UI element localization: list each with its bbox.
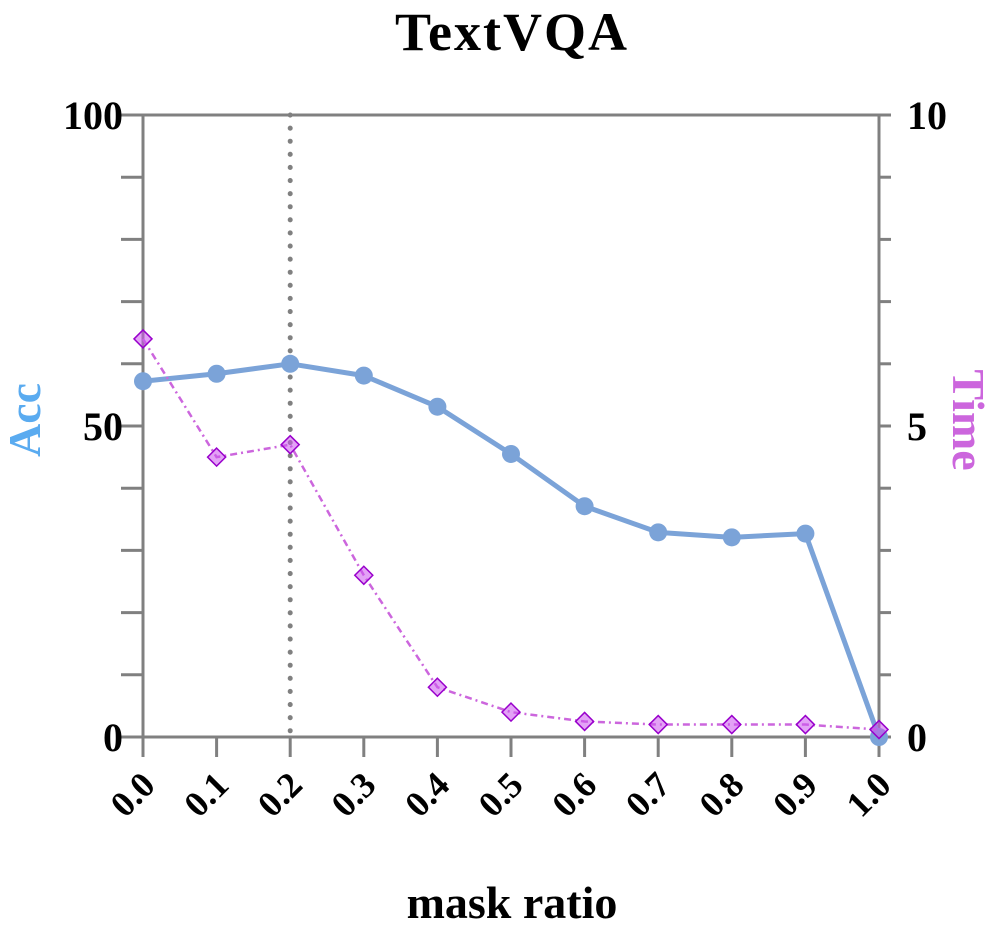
plot-frame (141, 113, 881, 739)
acc-point (281, 354, 300, 373)
acc-point (796, 524, 815, 543)
y-left-tick-label: 50 (83, 404, 123, 449)
time-point (353, 565, 374, 586)
acc-point (575, 497, 594, 516)
time-series-line (141, 338, 880, 731)
time-point (427, 677, 448, 698)
time-point (795, 714, 816, 735)
x-tick-label: 1.0 (839, 764, 899, 824)
time-point (500, 702, 522, 723)
acc-point (502, 444, 520, 463)
acc-point (428, 397, 447, 416)
acc-series-line (142, 361, 882, 738)
time-point (206, 447, 227, 468)
y-right-tick-label: 10 (907, 93, 947, 138)
x-axis-title: mask ratio (407, 877, 618, 925)
time-point (280, 434, 301, 455)
x-tick-label: 0.0 (103, 764, 163, 824)
y-axis-left-title: Acc (0, 383, 50, 457)
time-point (868, 719, 890, 740)
x-tick-label: 0.8 (691, 764, 751, 824)
x-tick-label: 0.4 (397, 764, 457, 824)
acc-point (649, 523, 668, 542)
y-left-tick-label: 100 (63, 93, 123, 138)
y-right-tick-label: 5 (907, 404, 927, 449)
time-point (648, 714, 669, 735)
x-tick-label: 0.9 (765, 764, 825, 824)
acc-point (134, 372, 152, 391)
y-axis-right-title: Time (943, 369, 994, 470)
acc-point (207, 364, 226, 383)
acc-point (354, 366, 373, 385)
x-tick-label: 0.5 (471, 764, 531, 824)
acc-point (722, 528, 741, 547)
x-tick-label: 0.2 (250, 764, 310, 824)
time-point (721, 714, 742, 735)
x-tick-label: 0.7 (618, 764, 678, 824)
series-group (132, 328, 890, 746)
time-point (132, 328, 154, 349)
chart-title: TextVQA (395, 2, 629, 62)
x-tick-label: 0.6 (544, 764, 604, 824)
x-tick-label: 0.3 (323, 764, 383, 824)
y-left-tick-label: 0 (103, 715, 123, 760)
y-right-tick-label: 0 (907, 715, 927, 760)
x-tick-label: 0.1 (176, 764, 236, 824)
time-point (574, 711, 595, 732)
